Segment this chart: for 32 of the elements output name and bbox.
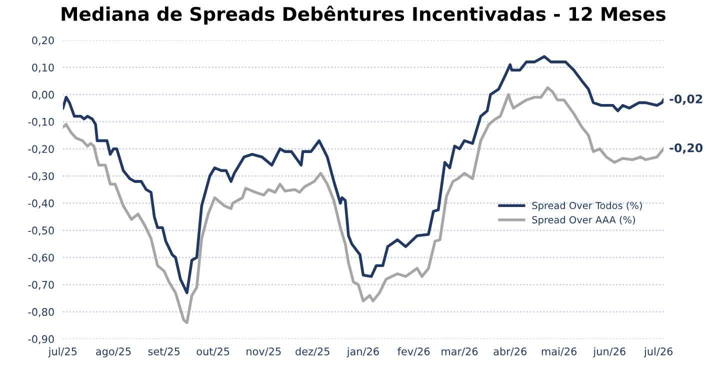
y-tick-label: -0,10	[28, 118, 54, 127]
y-tick-label: -0,20	[28, 145, 54, 154]
chart-title: Mediana de Spreads Debêntures Incentivadas - 12 Meses	[62, 6, 666, 25]
y-tick-label: -0,40	[28, 199, 54, 208]
y-tick-label: 0,10	[32, 64, 54, 73]
x-tick-label: jan/26	[346, 347, 379, 358]
x-tick-label: nov/25	[246, 347, 281, 356]
y-tick-label: -0,70	[28, 280, 54, 290]
x-tick-label: mar/26	[442, 347, 478, 356]
legend-label: Spread Over Todos (%)	[532, 202, 642, 212]
annotation: -0,02	[670, 94, 702, 105]
y-tick-label: -0,80	[28, 308, 54, 317]
x-tick-label: jun/26	[593, 347, 626, 358]
x-tick-label: mai/26	[542, 347, 577, 356]
y-tick-label: 0,20	[32, 36, 54, 46]
line-series	[62, 86, 664, 324]
x-tick-label: out/25	[196, 347, 230, 356]
annotation: -0,20	[670, 143, 703, 154]
y-tick-label: -0,50	[28, 226, 54, 236]
x-tick-label: ago/25	[96, 347, 131, 358]
x-tick-label: dez/25	[296, 347, 330, 356]
x-tick-label: abr/26	[494, 347, 526, 356]
y-tick-label: -0,60	[28, 254, 54, 263]
x-tick-label: jul/25	[48, 347, 77, 358]
y-tick-label: 0,00	[32, 90, 54, 100]
y-tick-label: -0,90	[28, 335, 54, 344]
x-tick-label: fev/26	[398, 347, 430, 356]
line-series	[62, 55, 664, 294]
x-tick-label: jul/26	[644, 347, 673, 358]
legend-label: Spread Over AAA (%)	[532, 216, 635, 226]
y-tick-label: -0,30	[28, 172, 54, 182]
x-tick-label: set/25	[148, 347, 180, 356]
